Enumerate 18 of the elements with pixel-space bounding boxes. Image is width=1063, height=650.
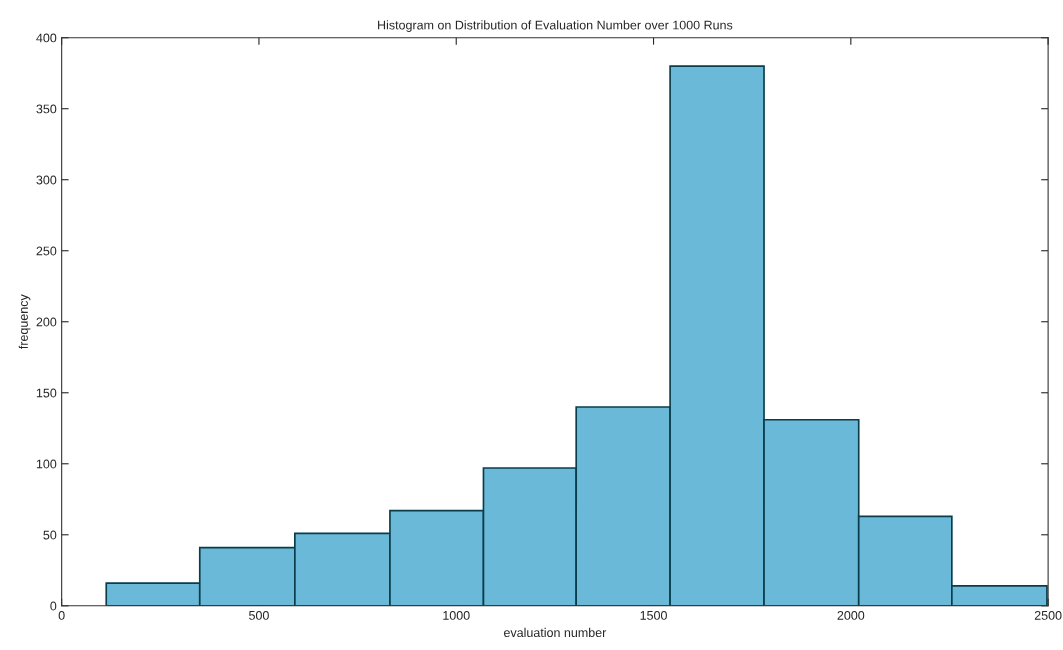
chart-title: Histogram on Distribution of Evaluation Number over 1000 Runs	[378, 20, 733, 32]
y-tick-label: 150	[36, 388, 57, 398]
y-tick-label: 100	[36, 459, 57, 469]
x-tick-label: 1000	[443, 610, 470, 620]
y-axis-title: frequency	[18, 294, 31, 350]
x-axis-title: evaluation number	[504, 627, 607, 638]
x-tick-label: 0	[58, 610, 65, 620]
x-tick-label: 2000	[837, 610, 865, 620]
y-tick-label: 200	[36, 317, 57, 327]
y-tick-label: 350	[36, 104, 57, 114]
x-tick-label: 500	[249, 610, 269, 620]
y-tick-label: 250	[36, 246, 57, 256]
y-tick-label: 50	[43, 530, 57, 540]
y-tick-label: 400	[36, 33, 57, 43]
y-tick-label: 300	[36, 175, 57, 185]
y-tick-label: 0	[50, 601, 57, 611]
x-tick-label: 1500	[640, 610, 667, 620]
x-tick-label: 2500	[1034, 610, 1062, 620]
